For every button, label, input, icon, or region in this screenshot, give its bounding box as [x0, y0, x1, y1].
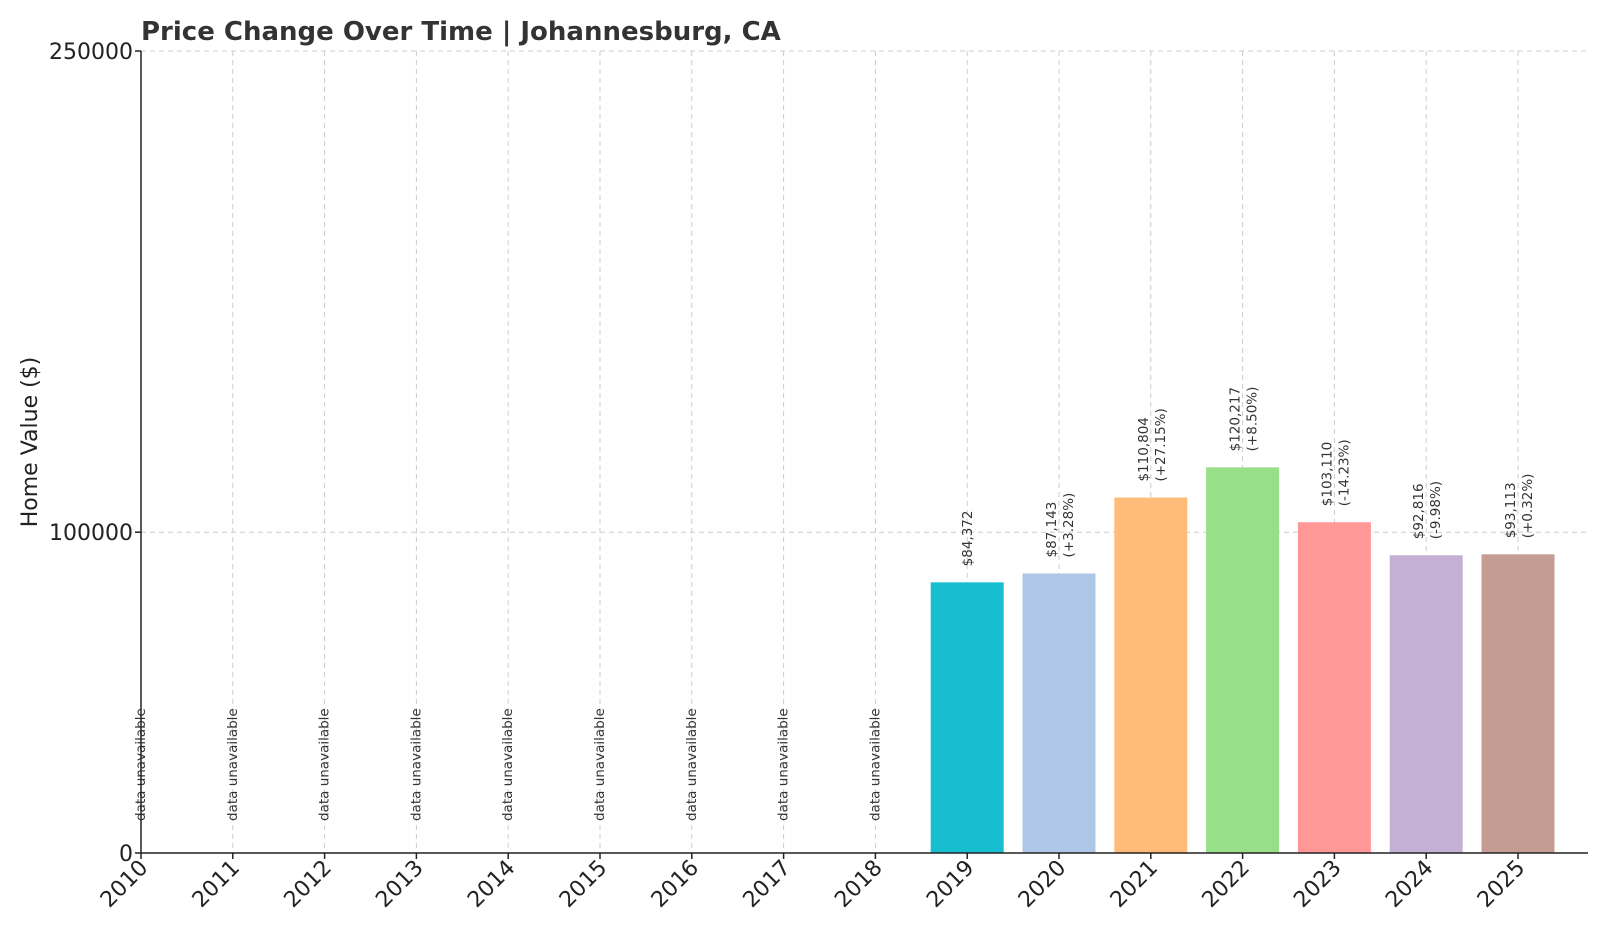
x-tick-label: 2019: [922, 856, 979, 913]
chart-title: Price Change Over Time | Johannesburg, C…: [141, 17, 781, 47]
x-tick-label: 2020: [1014, 856, 1071, 913]
x-tick-label: 2014: [463, 856, 520, 913]
bar-value-label: $120,217: [1228, 387, 1244, 451]
bar-value-label: $87,143: [1044, 502, 1060, 558]
bar-value-label: $110,804: [1136, 417, 1152, 481]
bar-change-label: (-9.98%): [1428, 481, 1444, 539]
x-tick-label: 2023: [1289, 856, 1346, 913]
grid-lines: [140, 50, 1588, 853]
bar-change-label: (+0.32%): [1520, 474, 1536, 539]
data-unavailable-label: data unavailable: [867, 708, 883, 821]
data-unavailable-label: data unavailable: [776, 708, 792, 821]
x-tick-label: 2018: [830, 856, 887, 913]
x-tick-label: 2017: [739, 856, 796, 913]
bar-change-label: (-14.23%): [1336, 439, 1352, 506]
x-tick-label: 2011: [188, 856, 245, 913]
y-tick-label: 0: [119, 842, 133, 867]
bar-value-label: $103,110: [1319, 442, 1335, 506]
data-unavailable-label: data unavailable: [592, 708, 608, 821]
bar: [1022, 573, 1096, 853]
x-tick-label: 2016: [647, 856, 704, 913]
bar-value-label: $92,816: [1411, 483, 1427, 539]
bar-value-label: $84,372: [960, 511, 976, 567]
bar: [1297, 522, 1371, 853]
bar-change-label: (+8.50%): [1245, 387, 1261, 452]
bar-change-label: (+3.28%): [1061, 493, 1077, 558]
x-tick-label: 2021: [1106, 856, 1163, 913]
data-unavailable-label: data unavailable: [317, 708, 333, 821]
data-unavailable-label: data unavailable: [684, 708, 700, 821]
x-tick-labels: 2010 2011 2012 2013 2014 2015 2016 2017 2018 2019…: [96, 856, 1530, 913]
data-unavailable-label: data unavailable: [225, 708, 241, 821]
y-tick-labels: 0 100000 250000: [49, 40, 133, 867]
x-tick-label: 2012: [280, 856, 337, 913]
x-tick-label: 2015: [555, 856, 612, 913]
x-tick-label: 2022: [1198, 856, 1255, 913]
bar: [930, 582, 1004, 853]
bar-change-label: (+27.15%): [1153, 408, 1169, 481]
y-tick-label: 100000: [49, 521, 133, 546]
data-unavailable-label: data unavailable: [500, 708, 516, 821]
bar: [1114, 497, 1188, 853]
x-tick-label: 2025: [1473, 856, 1530, 913]
y-tick-label: 250000: [49, 40, 133, 65]
data-unavailable-label: data unavailable: [408, 708, 424, 821]
bar: [1389, 555, 1463, 853]
bar-labels: data unavailable data unavailable data una…: [133, 387, 1536, 821]
bar: [1206, 467, 1280, 853]
bar-value-label: $93,113: [1503, 482, 1519, 538]
axes: [135, 50, 1588, 859]
y-axis-label: Home Value ($): [18, 357, 43, 528]
bar: [1481, 554, 1555, 853]
x-tick-label: 2024: [1381, 856, 1438, 913]
x-tick-label: 2013: [371, 856, 428, 913]
bars: [930, 467, 1555, 853]
